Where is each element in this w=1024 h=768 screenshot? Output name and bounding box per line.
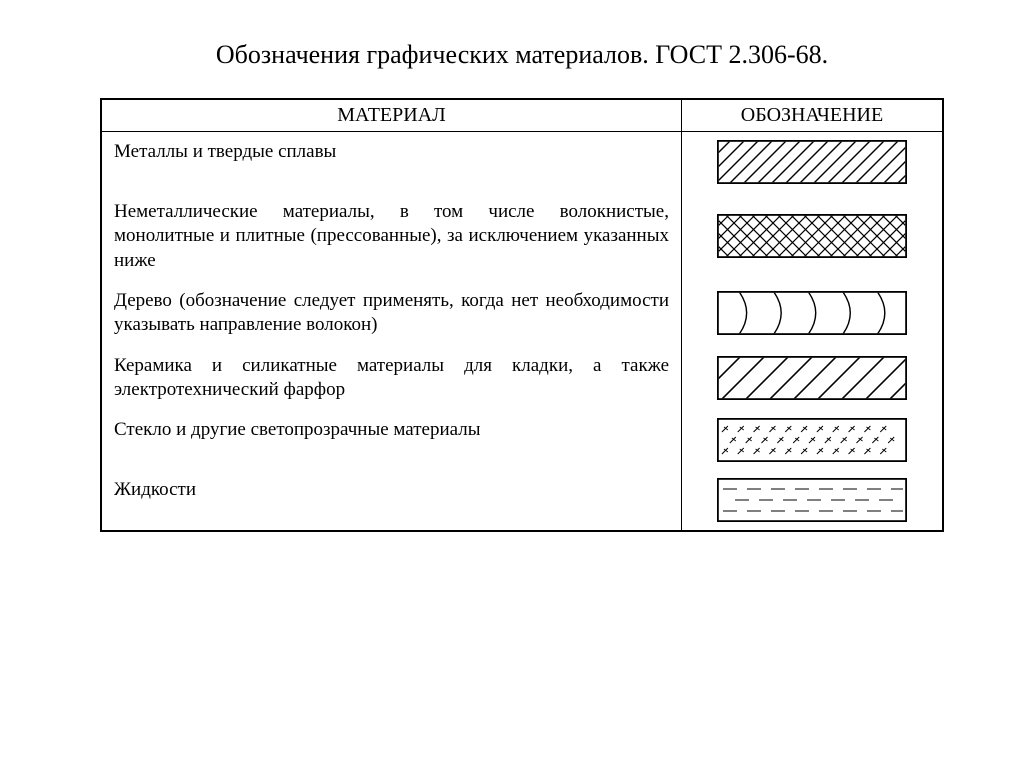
hatch-swatch <box>717 418 907 462</box>
pattern-cell <box>682 132 944 193</box>
page-title: Обозначения графических материалов. ГОСТ… <box>100 40 944 70</box>
header-designation: ОБОЗНАЧЕНИЕ <box>682 99 944 132</box>
hatch-swatch <box>717 356 907 400</box>
pattern-cell <box>682 410 944 470</box>
table-row: Керамика и силикатные материалы для клад… <box>101 346 943 411</box>
pattern-cell <box>682 281 944 346</box>
pattern-cell <box>682 470 944 531</box>
pattern-cell <box>682 346 944 411</box>
table-row: Жидкости <box>101 470 943 531</box>
hatch-swatch <box>717 140 907 184</box>
material-cell: Дерево (обозначение следует применять, к… <box>101 281 682 346</box>
table-row: Неметаллические материалы, в том числе в… <box>101 192 943 281</box>
material-cell: Керамика и силикатные материалы для клад… <box>101 346 682 411</box>
table-row: Дерево (обозначение следует применять, к… <box>101 281 943 346</box>
header-material: МАТЕРИАЛ <box>101 99 682 132</box>
table-row: Стекло и другие светопрозрачные материал… <box>101 410 943 470</box>
material-cell: Стекло и другие светопрозрачные материал… <box>101 410 682 470</box>
table-row: Металлы и твердые сплавы <box>101 132 943 193</box>
pattern-cell <box>682 192 944 281</box>
material-cell: Металлы и твердые сплавы <box>101 132 682 193</box>
material-cell: Жидкости <box>101 470 682 531</box>
hatch-swatch <box>717 214 907 258</box>
material-cell: Неметаллические материалы, в том числе в… <box>101 192 682 281</box>
hatch-swatch <box>717 478 907 522</box>
materials-table: МАТЕРИАЛ ОБОЗНАЧЕНИЕ Металлы и твердые с… <box>100 98 944 532</box>
hatch-swatch <box>717 291 907 335</box>
